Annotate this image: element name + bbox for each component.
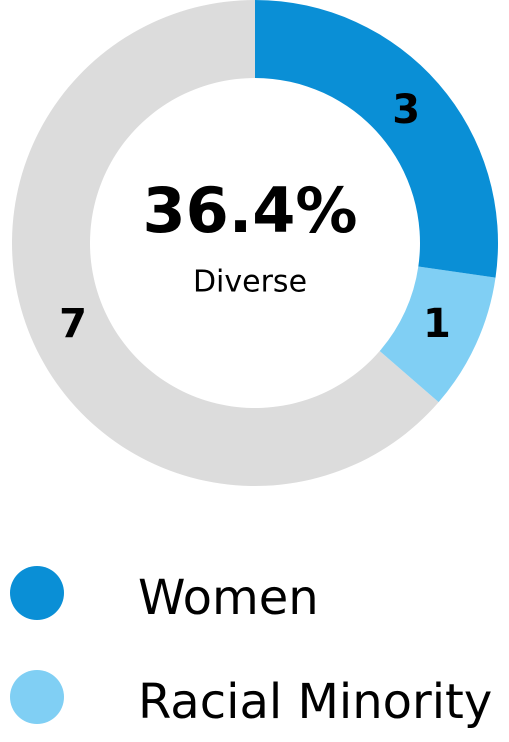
legend-swatch xyxy=(10,670,64,724)
donut-slice xyxy=(379,266,496,403)
data-label: 3 xyxy=(392,87,420,133)
legend-label: Women xyxy=(138,570,319,626)
data-label: 1 xyxy=(423,301,451,347)
legend-swatch xyxy=(10,566,64,620)
center-label: 36.4% xyxy=(142,174,357,247)
center-sublabel: Diverse xyxy=(193,265,307,300)
data-label: 7 xyxy=(59,301,87,347)
legend-label: Racial Minority xyxy=(138,674,492,730)
donut-slice xyxy=(255,0,498,278)
donut-slice xyxy=(11,0,439,487)
